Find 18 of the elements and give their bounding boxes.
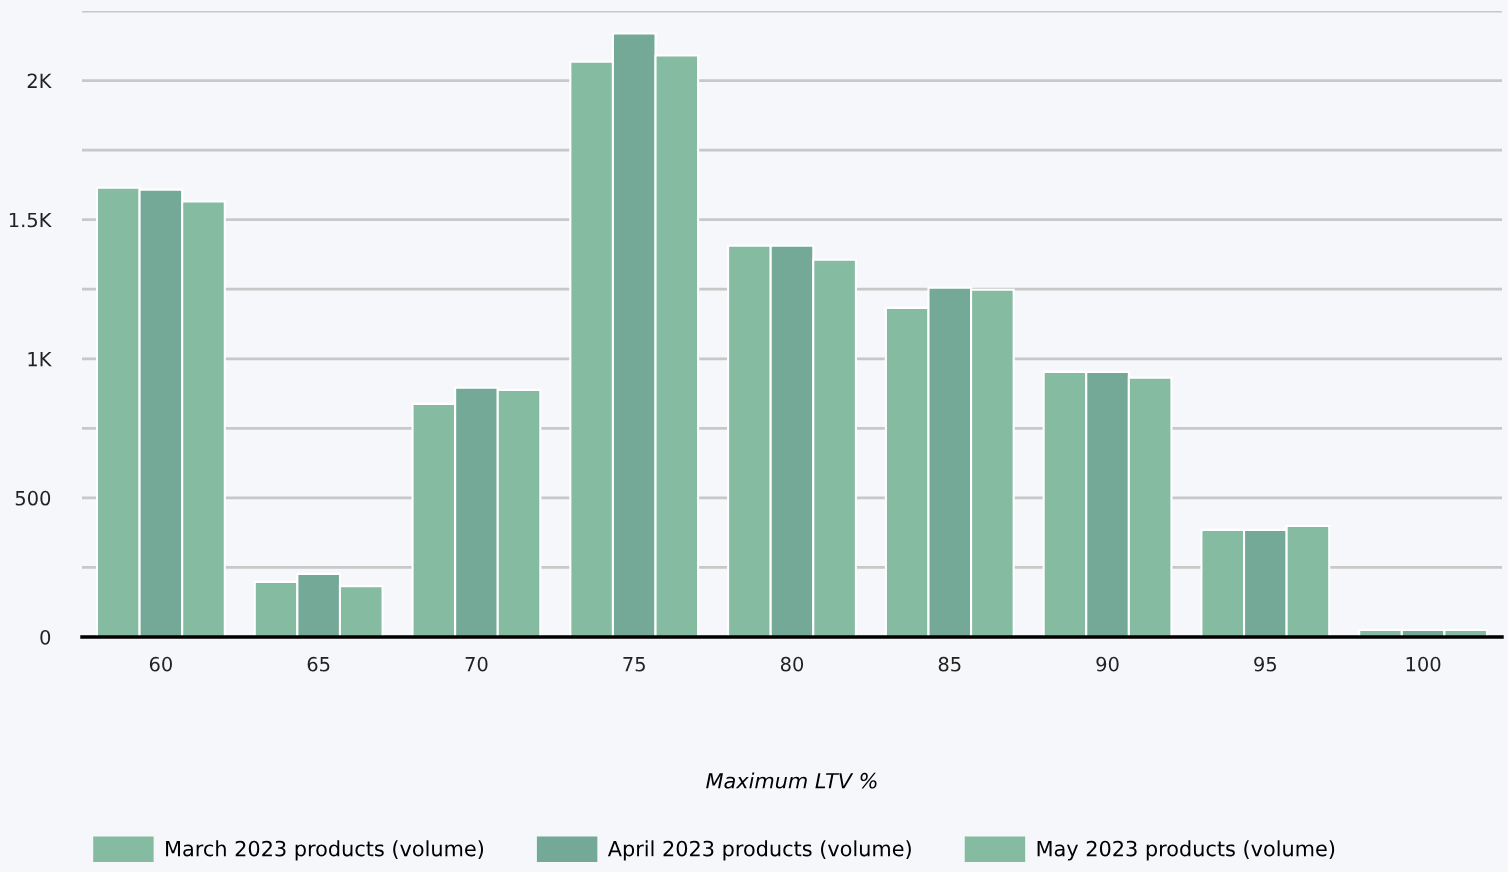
x-tick-label: 100 [1406,656,1441,672]
y-tick-label: 0 [40,629,51,645]
legend-label: May 2023 products (volume) [1037,840,1335,861]
x-tick-label: 70 [465,656,488,672]
legend-label: April 2023 products (volume) [607,840,911,861]
x-tick-label: 80 [780,656,804,672]
y-tick-label: 2K [27,73,52,88]
x-tick-label: 65 [307,656,330,672]
x-tick-label: 75 [623,657,645,672]
x-axis-title: Maximum LTV % [706,772,877,789]
x-tick-label: 90 [1096,656,1119,672]
y-tick-label: 1K [28,351,52,367]
y-tick-label: 500 [15,490,51,506]
x-tick-label: 60 [149,656,172,672]
x-tick-label: 95 [1254,656,1277,672]
legend-label: March 2023 products (volume) [166,840,484,861]
x-tick-label: 85 [938,656,961,672]
y-tick-label: 1.5K [9,212,52,228]
